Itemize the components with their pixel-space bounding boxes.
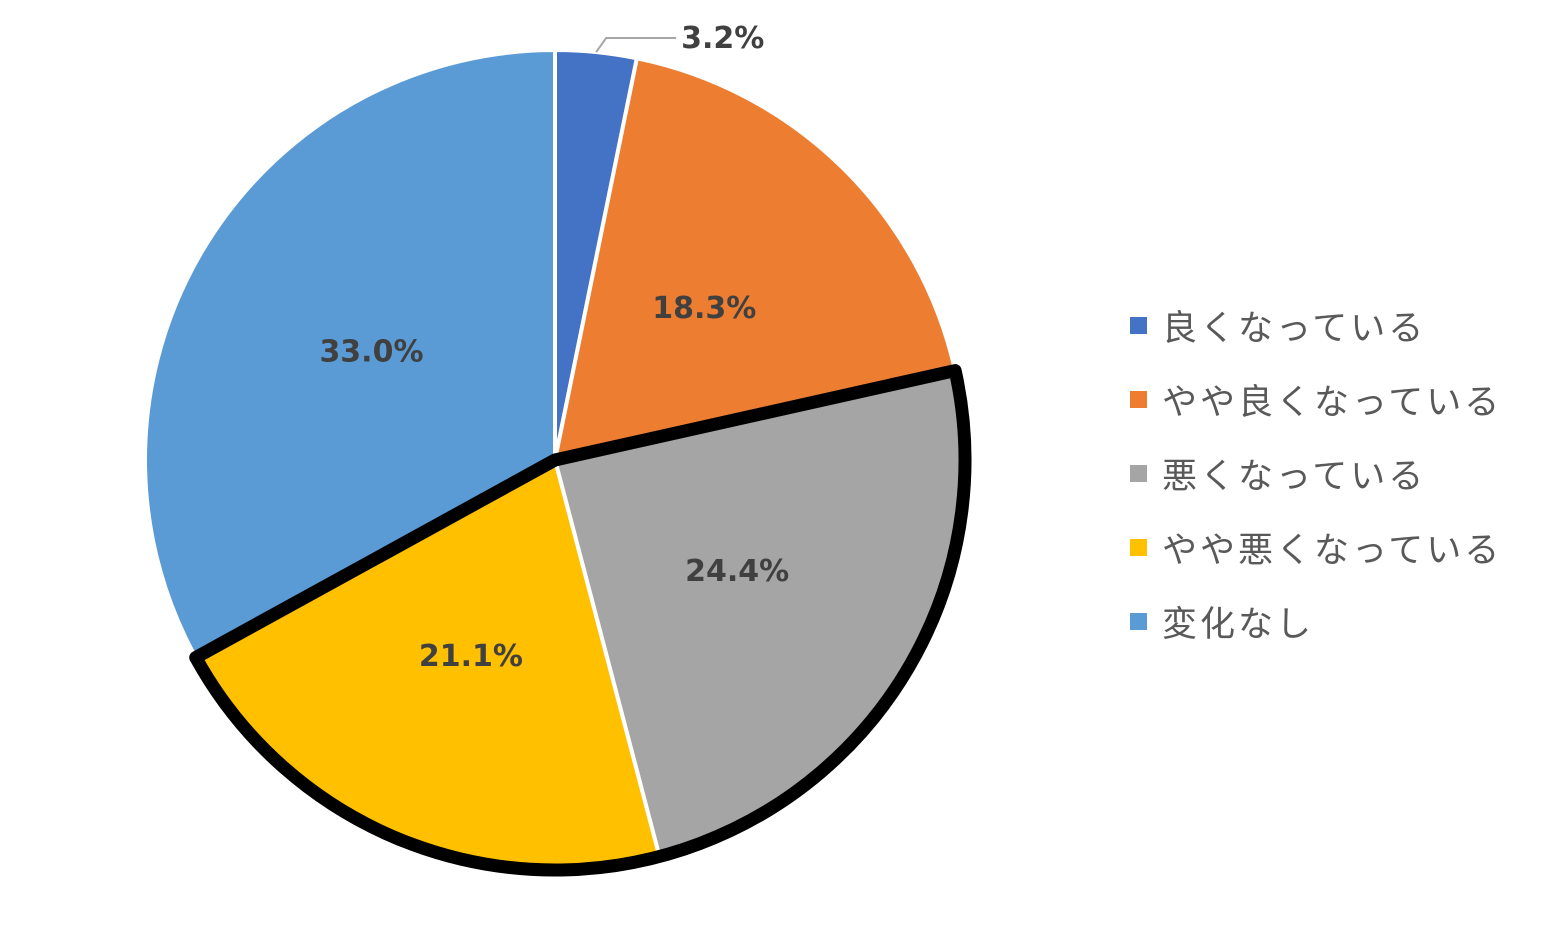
highlight-outline-group: [189, 364, 972, 877]
data-label-good: 3.2%: [681, 21, 764, 56]
legend-label-slightly-good: やや良くなっている: [1162, 382, 1503, 423]
legend-swatch-no-change: [1130, 612, 1147, 630]
legend-item-slightly-bad: やや悪くなっている: [1130, 510, 1540, 584]
data-label-slightly-good: 18.3%: [652, 291, 756, 326]
data-labels: 3.2% 18.3% 24.4% 21.1% 33.0%: [319, 21, 789, 674]
legend-label-no-change: 変化なし: [1162, 604, 1315, 645]
pie-slice-no-change: [143, 48, 557, 660]
data-label-no-change: 33.0%: [319, 334, 423, 369]
legend-swatch-slightly-good: [1130, 390, 1147, 408]
legend-swatch-slightly-bad: [1130, 538, 1147, 556]
leader-line-good: [595, 37, 677, 53]
legend-label-good: 良くなっている: [1162, 308, 1427, 349]
legend-swatch-good: [1130, 316, 1147, 334]
legend-item-bad: 悪くなっている: [1130, 436, 1540, 510]
data-label-slightly-bad: 21.1%: [419, 639, 523, 674]
legend-item-no-change: 変化なし: [1130, 584, 1540, 658]
legend-item-slightly-good: やや良くなっている: [1130, 362, 1540, 436]
pie-slices: [143, 48, 967, 872]
data-label-bad: 24.4%: [685, 554, 789, 589]
pie-slice-slightly-good: [553, 56, 958, 462]
legend-label-slightly-bad: やや悪くなっている: [1162, 530, 1503, 571]
legend-item-good: 良くなっている: [1130, 288, 1540, 362]
legend: 良くなっているやや良くなっている 悪くなっているやや悪くなっている 変化なし: [1130, 288, 1540, 658]
highlight-outline: [189, 364, 972, 877]
legend-swatch-bad: [1130, 464, 1147, 482]
legend-label-bad: 悪くなっている: [1162, 456, 1427, 497]
